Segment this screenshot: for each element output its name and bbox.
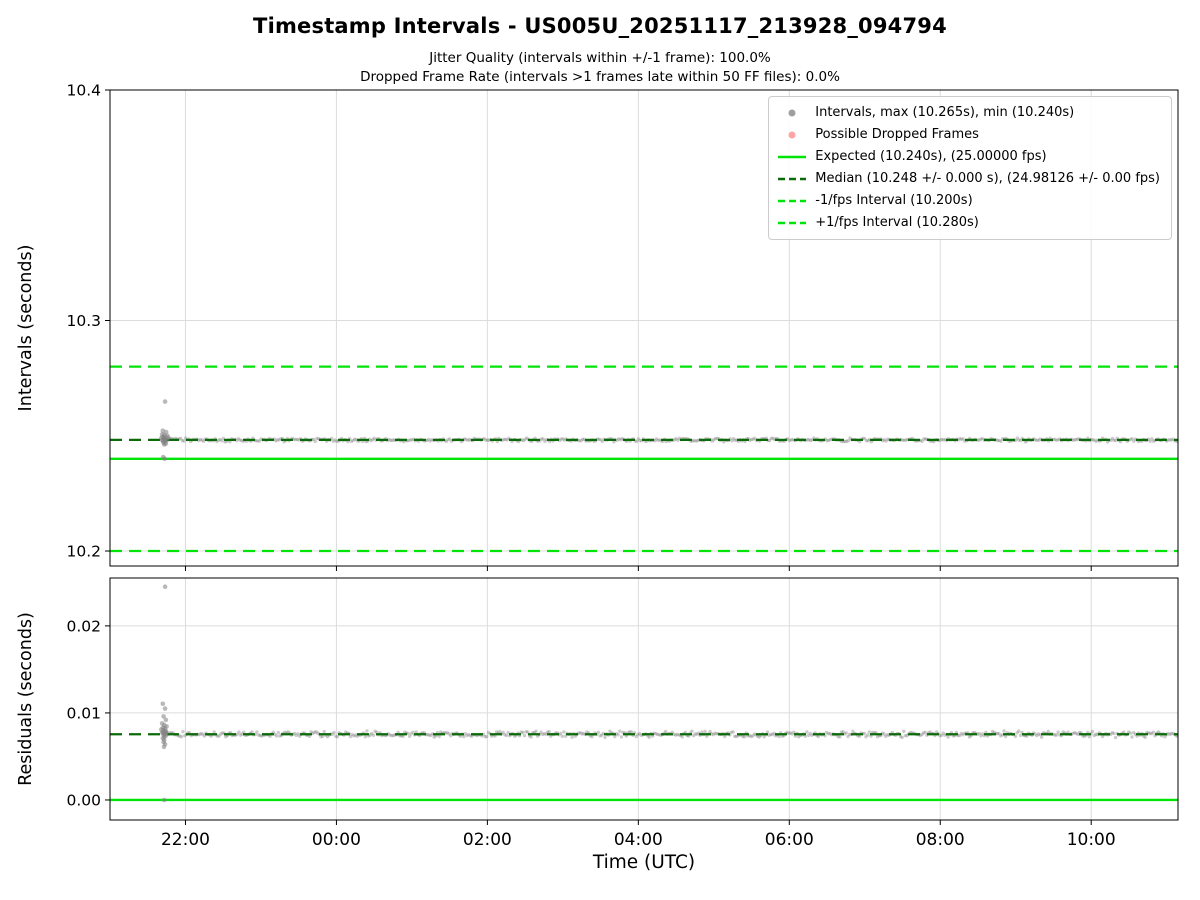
legend-label: Median (10.248 +/- 0.000 s), (24.98126 +… [815,171,1160,186]
x-axis-label: Time (UTC) [592,852,695,873]
legend-item: -1/fps Interval (10.200s) [777,192,1160,210]
legend-item: Expected (10.240s), (25.00000 fps) [777,148,1160,166]
x-tick-label: 22:00 [161,830,210,850]
y-tick-label: 0.02 [66,617,101,635]
legend-label: Intervals, max (10.265s), min (10.240s) [815,105,1075,120]
legend-marker-line-dashed [778,199,807,203]
legend-label: -1/fps Interval (10.200s) [815,193,973,208]
legend-item: Median (10.248 +/- 0.000 s), (24.98126 +… [777,170,1160,188]
startup-cluster-points [159,584,169,803]
legend-item: +1/fps Interval (10.280s) [777,214,1160,232]
x-tick-label: 10:00 [1067,830,1116,850]
plot-border [109,577,1179,821]
startup-cluster-points [159,399,171,462]
legend-marker-line-dashed [778,177,807,181]
y-axis-label-residuals: Residuals (seconds) [16,612,36,786]
plot-border [109,89,1179,567]
legend: Intervals, max (10.265s), min (10.240s) P… [768,96,1172,240]
y-tick-label: 10.4 [66,82,101,100]
plot-data-area [110,365,1178,553]
legend-marker-line-dashed [778,221,807,225]
plot-data-area [110,584,1178,803]
legend-item: Possible Dropped Frames [777,126,1160,144]
y-tick-label: 10.3 [66,312,101,330]
legend-label: +1/fps Interval (10.280s) [815,215,979,230]
subtitle-dropped-frame-rate: Dropped Frame Rate (intervals >1 frames … [360,69,840,85]
y-tick-label: 0.01 [66,704,101,722]
legend-item: Intervals, max (10.265s), min (10.240s) [777,104,1160,122]
y-tick-label: 10.2 [66,543,101,561]
x-tick-label: 04:00 [614,830,663,850]
legend-label: Possible Dropped Frames [815,127,979,142]
x-tick-label: 02:00 [463,830,512,850]
subtitle-jitter-quality: Jitter Quality (intervals within +/-1 fr… [429,50,771,66]
chart-title: Timestamp Intervals - US005U_20251117_21… [253,14,947,38]
legend-marker-dot [788,109,796,117]
plot-intervals: 10.2 10.3 10.4 [66,82,1179,571]
legend-label: Expected (10.240s), (25.00000 fps) [815,149,1047,164]
tick-marks: 10.2 10.3 10.4 [66,82,1092,571]
x-tick-label: 06:00 [765,830,814,850]
y-axis-label-intervals: Intervals (seconds) [16,245,36,412]
legend-marker-line-solid [778,155,807,159]
gridlines [110,578,1178,820]
x-tick-label: 08:00 [916,830,965,850]
tick-marks: 0.00 0.01 0.02 22:00 00:00 02:00 04:00 06:00 08:… [66,617,1115,850]
plot-residuals: 0.00 0.01 0.02 22:00 00:00 02:00 04:00 06:00 08:… [66,577,1179,850]
x-tick-label: 00:00 [312,830,361,850]
legend-marker-dot [788,131,796,139]
y-tick-label: 0.00 [66,791,101,809]
